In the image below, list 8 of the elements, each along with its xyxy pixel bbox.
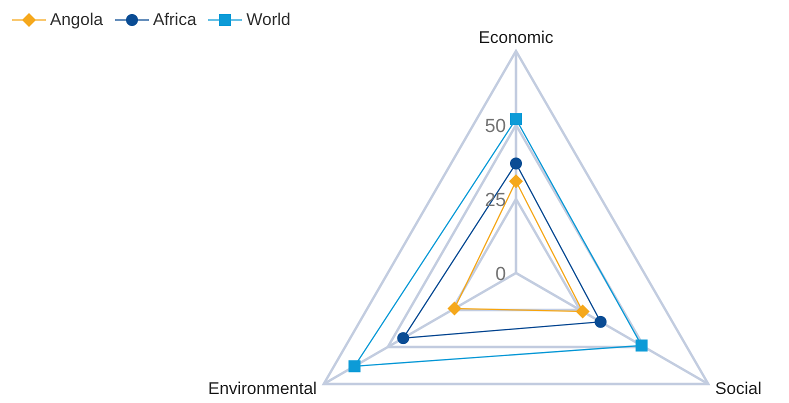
legend-label: Angola (50, 10, 103, 30)
spoke-label: Social (715, 379, 762, 398)
legend-label: World (246, 10, 290, 30)
y-tick-label: 50 (484, 116, 506, 137)
legend-label: Africa (152, 10, 196, 30)
spoke-label: Environmental (208, 379, 317, 398)
y-tick-label: 0 (495, 264, 506, 285)
spoke-label: Economic (478, 28, 554, 47)
